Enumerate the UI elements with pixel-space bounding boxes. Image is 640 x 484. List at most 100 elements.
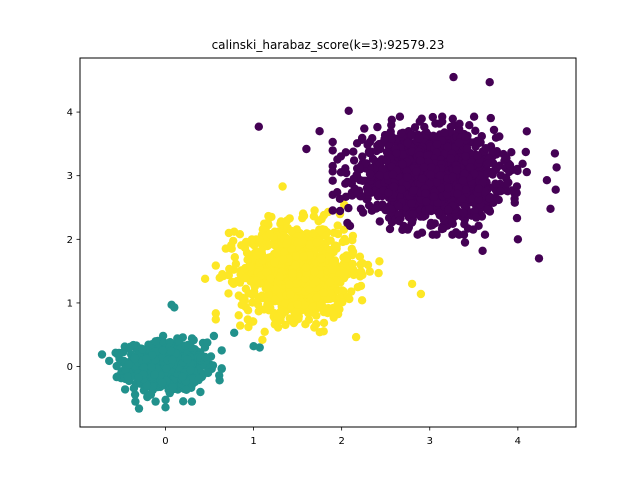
scatter-point-series-1	[312, 293, 321, 302]
scatter-point-series-0	[130, 354, 140, 363]
scatter-point-series-1	[319, 318, 329, 328]
scatter-point-series-0	[162, 364, 171, 373]
scatter-point-series-2	[328, 176, 337, 185]
scatter-point-series-2	[458, 176, 468, 185]
x-tick-label: 2	[338, 436, 344, 447]
scatter-point-series-1	[264, 290, 273, 300]
scatter-point-series-1	[236, 321, 245, 330]
scatter-point-series-2	[485, 78, 494, 87]
scatter-point-series-2	[395, 112, 405, 121]
scatter-point-series-1	[200, 274, 210, 283]
scatter-point-series-2	[341, 164, 350, 173]
scatter-point-series-2	[403, 138, 412, 148]
data-points	[97, 72, 561, 413]
scatter-point-series-2	[421, 189, 430, 198]
scatter-point-series-0	[161, 403, 170, 412]
scatter-point-series-0	[97, 350, 107, 359]
scatter-point-series-2	[365, 149, 374, 158]
scatter-point-series-0	[168, 355, 177, 365]
scatter-point-series-1	[326, 245, 335, 255]
scatter-point-series-2	[473, 136, 482, 146]
scatter-point-series-2	[478, 246, 487, 255]
scatter-point-series-0	[124, 360, 133, 369]
scatter-point-series-1	[358, 259, 367, 268]
scatter-point-series-1	[246, 262, 255, 272]
scatter-point-series-2	[434, 208, 443, 217]
scatter-point-series-0	[187, 397, 197, 406]
scatter-point-series-2	[513, 235, 523, 244]
scatter-point-series-1	[265, 240, 274, 249]
scatter-point-series-2	[491, 179, 500, 188]
scatter-point-series-2	[432, 140, 442, 149]
scatter-point-series-1	[292, 279, 301, 288]
scatter-point-series-1	[356, 267, 366, 276]
scatter-point-series-0	[123, 372, 132, 381]
scatter-point-series-2	[469, 112, 479, 121]
scatter-point-series-2	[505, 160, 515, 170]
scatter-point-series-2	[496, 187, 505, 196]
scatter-point-series-1	[230, 253, 239, 262]
scatter-point-series-2	[502, 153, 511, 163]
scatter-point-series-2	[513, 166, 522, 176]
scatter-point-series-0	[142, 381, 152, 390]
scatter-point-series-1	[293, 238, 303, 247]
scatter-point-series-1	[243, 306, 253, 315]
scatter-point-series-2	[452, 165, 461, 175]
scatter-point-series-2	[448, 114, 457, 124]
chart-title: calinski_harabaz_score(k=3):92579.23	[212, 38, 445, 52]
scatter-point-series-2	[552, 163, 561, 172]
scatter-point-series-0	[230, 328, 239, 337]
scatter-point-series-1	[349, 265, 358, 274]
scatter-point-series-1	[281, 320, 290, 330]
scatter-point-series-2	[486, 113, 495, 123]
scatter-point-series-1	[312, 238, 321, 247]
scatter-point-series-2	[444, 205, 453, 214]
scatter-point-series-2	[344, 106, 353, 116]
scatter-point-series-0	[134, 404, 144, 413]
scatter-point-series-1	[323, 294, 333, 304]
scatter-point-series-0	[255, 343, 264, 352]
scatter-point-series-1	[317, 254, 326, 263]
scatter-point-series-0	[142, 354, 151, 364]
scatter-point-series-2	[488, 170, 497, 179]
scatter-point-series-1	[271, 295, 280, 304]
scatter-point-series-2	[335, 194, 345, 203]
scatter-point-series-2	[372, 146, 381, 156]
scatter-point-series-0	[131, 397, 140, 406]
scatter-point-series-2	[474, 195, 483, 204]
scatter-point-series-2	[460, 220, 469, 229]
scatter-point-series-1	[273, 312, 282, 321]
scatter-point-series-1	[293, 300, 302, 309]
scatter-point-series-2	[358, 176, 367, 185]
x-tick-label: 4	[515, 436, 521, 447]
scatter-point-series-1	[254, 307, 263, 316]
scatter-point-series-1	[278, 182, 287, 191]
scatter-point-series-0	[183, 355, 192, 364]
scatter-point-series-2	[378, 164, 388, 174]
scatter-point-series-2	[507, 148, 516, 157]
scatter-point-series-1	[342, 254, 352, 263]
scatter-point-series-2	[358, 208, 368, 217]
scatter-point-series-2	[328, 146, 337, 155]
scatter-point-series-1	[298, 209, 308, 218]
scatter-point-series-0	[150, 370, 159, 379]
scatter-point-series-1	[308, 302, 317, 311]
scatter-point-series-1	[348, 236, 357, 245]
scatter-point-series-2	[394, 201, 403, 211]
scatter-point-series-0	[143, 392, 152, 402]
scatter-point-series-0	[182, 385, 191, 394]
scatter-point-series-0	[209, 331, 219, 341]
scatter-point-series-0	[105, 356, 114, 366]
scatter-point-series-1	[224, 228, 234, 238]
scatter-point-series-1	[243, 255, 252, 264]
scatter-point-series-1	[258, 335, 267, 344]
scatter-point-series-2	[385, 224, 395, 234]
scatter-point-series-2	[448, 172, 457, 182]
scatter-point-series-2	[460, 238, 470, 247]
scatter-point-series-1	[310, 267, 319, 276]
scatter-point-series-0	[196, 387, 205, 397]
scatter-point-series-1	[328, 265, 337, 274]
scatter-point-series-1	[301, 263, 311, 272]
scatter-point-series-1	[231, 259, 241, 269]
scatter-point-series-0	[139, 363, 149, 372]
